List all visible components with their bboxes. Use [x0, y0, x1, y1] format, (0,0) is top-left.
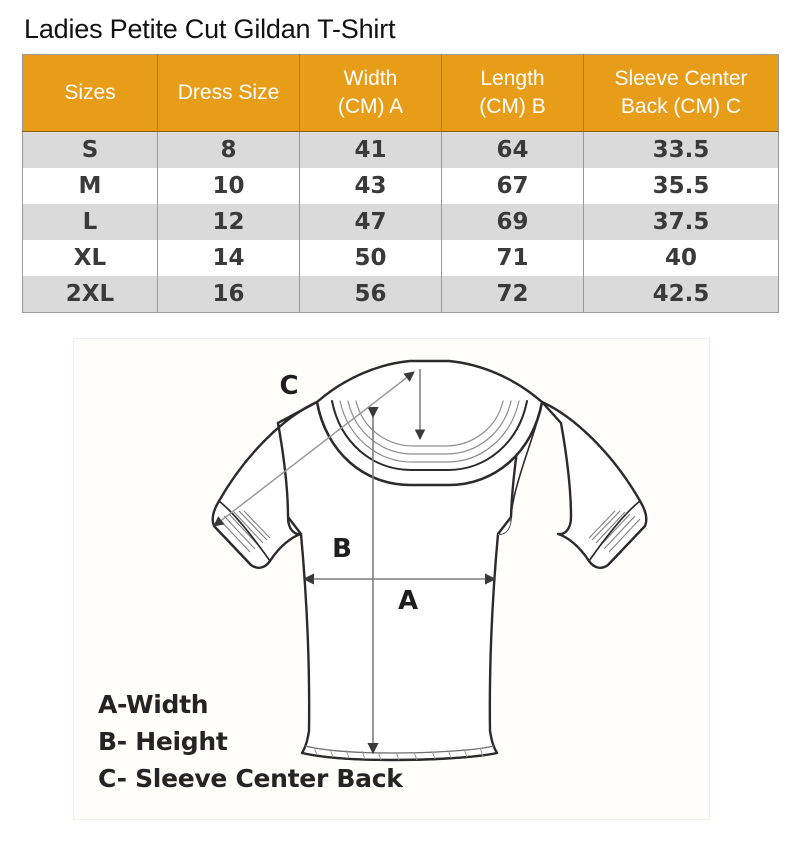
cell-width: 43 [299, 168, 442, 204]
page-title: Ladies Petite Cut Gildan T-Shirt [24, 14, 396, 44]
table-row: XL 14 50 71 40 [22, 240, 779, 276]
table-row: M 10 43 67 35.5 [22, 168, 779, 204]
tshirt-hem-band [301, 752, 498, 762]
column-header-sleeve-center-back: Sleeve Center Back (CM) C [583, 54, 779, 132]
legend-item-b: B- Height [98, 727, 228, 756]
column-header-sleeve-line1: Sleeve Center [614, 67, 748, 91]
cell-dress-size: 14 [157, 240, 300, 276]
measurement-legend: A-Width B- Height C- Sleeve Center Back [98, 686, 518, 797]
size-chart-table: Sizes Dress Size Width (CM) A Length (CM… [22, 54, 779, 313]
column-header-length: Length (CM) B [441, 54, 584, 132]
tshirt-right-cuff-edge [588, 500, 641, 562]
tshirt-right-sleeve-inner-join [498, 517, 511, 535]
column-header-length-line1: Length [480, 67, 545, 91]
cell-width: 56 [299, 276, 442, 313]
table-body: S 8 41 64 33.5 M 10 43 67 35.5 L 12 47 6… [22, 131, 779, 313]
cell-size: L [22, 204, 158, 240]
cell-size: M [22, 168, 158, 204]
hem-hatching [313, 746, 484, 761]
right-cuff-hatching [588, 510, 641, 553]
table-header-row: Sizes Dress Size Width (CM) A Length (CM… [22, 54, 779, 132]
tshirt-left-sleeve-cuff [213, 525, 252, 566]
column-header-sizes-line1: Sizes [64, 81, 116, 105]
cell-size: 2XL [22, 276, 158, 313]
column-header-dress-size-line1: Dress Size [177, 81, 280, 105]
cell-size: XL [22, 240, 158, 276]
column-header-sizes: Sizes [22, 54, 158, 132]
cell-sleeve-center-back: 33.5 [583, 131, 779, 168]
column-header-width-line2: (CM) A [337, 95, 404, 118]
cell-length: 71 [441, 240, 584, 276]
cell-length: 69 [441, 204, 584, 240]
cell-size: S [22, 131, 158, 168]
table-header: Sizes Dress Size Width (CM) A Length (CM… [22, 54, 779, 132]
measurement-label-b: B [332, 534, 352, 564]
measurement-label-c: C [279, 371, 298, 401]
cell-sleeve-center-back: 40 [583, 240, 779, 276]
cell-sleeve-center-back: 35.5 [583, 168, 779, 204]
column-header-dress-size: Dress Size [157, 54, 300, 132]
tshirt-right-sleeve-cuff [607, 525, 646, 566]
table-row: 2XL 16 56 72 42.5 [22, 276, 779, 313]
measurement-line-c [213, 369, 426, 527]
column-header-width: Width (CM) A [299, 54, 442, 132]
tshirt-right-sleeve [540, 400, 648, 569]
cell-length: 64 [441, 131, 584, 168]
column-header-width-line1: Width [343, 67, 398, 91]
cell-width: 50 [299, 240, 442, 276]
legend-item-a: A-Width [98, 690, 209, 719]
cell-length: 67 [441, 168, 584, 204]
cell-dress-size: 12 [157, 204, 300, 240]
tshirt-diagram-svg: C B A [211, 359, 648, 762]
cell-width: 47 [299, 204, 442, 240]
measurement-diagram-panel: C B A [73, 338, 710, 820]
column-header-sleeve-line2: Back (CM) C [620, 95, 742, 118]
cell-width: 41 [299, 131, 442, 168]
cell-dress-size: 8 [157, 131, 300, 168]
table-row: S 8 41 64 33.5 [22, 131, 779, 168]
measurement-label-a: A [398, 586, 418, 616]
cell-sleeve-center-back: 37.5 [583, 204, 779, 240]
legend-item-c: C- Sleeve Center Back [98, 764, 403, 793]
column-header-length-line2: (CM) B [479, 95, 546, 118]
table-row: L 12 47 69 37.5 [22, 204, 779, 240]
cell-dress-size: 10 [157, 168, 300, 204]
cell-dress-size: 16 [157, 276, 300, 313]
measurement-arrow-c [213, 371, 415, 527]
cell-sleeve-center-back: 42.5 [583, 276, 779, 313]
cell-length: 72 [441, 276, 584, 313]
size-chart-table-container: Sizes Dress Size Width (CM) A Length (CM… [22, 54, 779, 313]
tshirt-hem-inner-line [304, 745, 495, 754]
